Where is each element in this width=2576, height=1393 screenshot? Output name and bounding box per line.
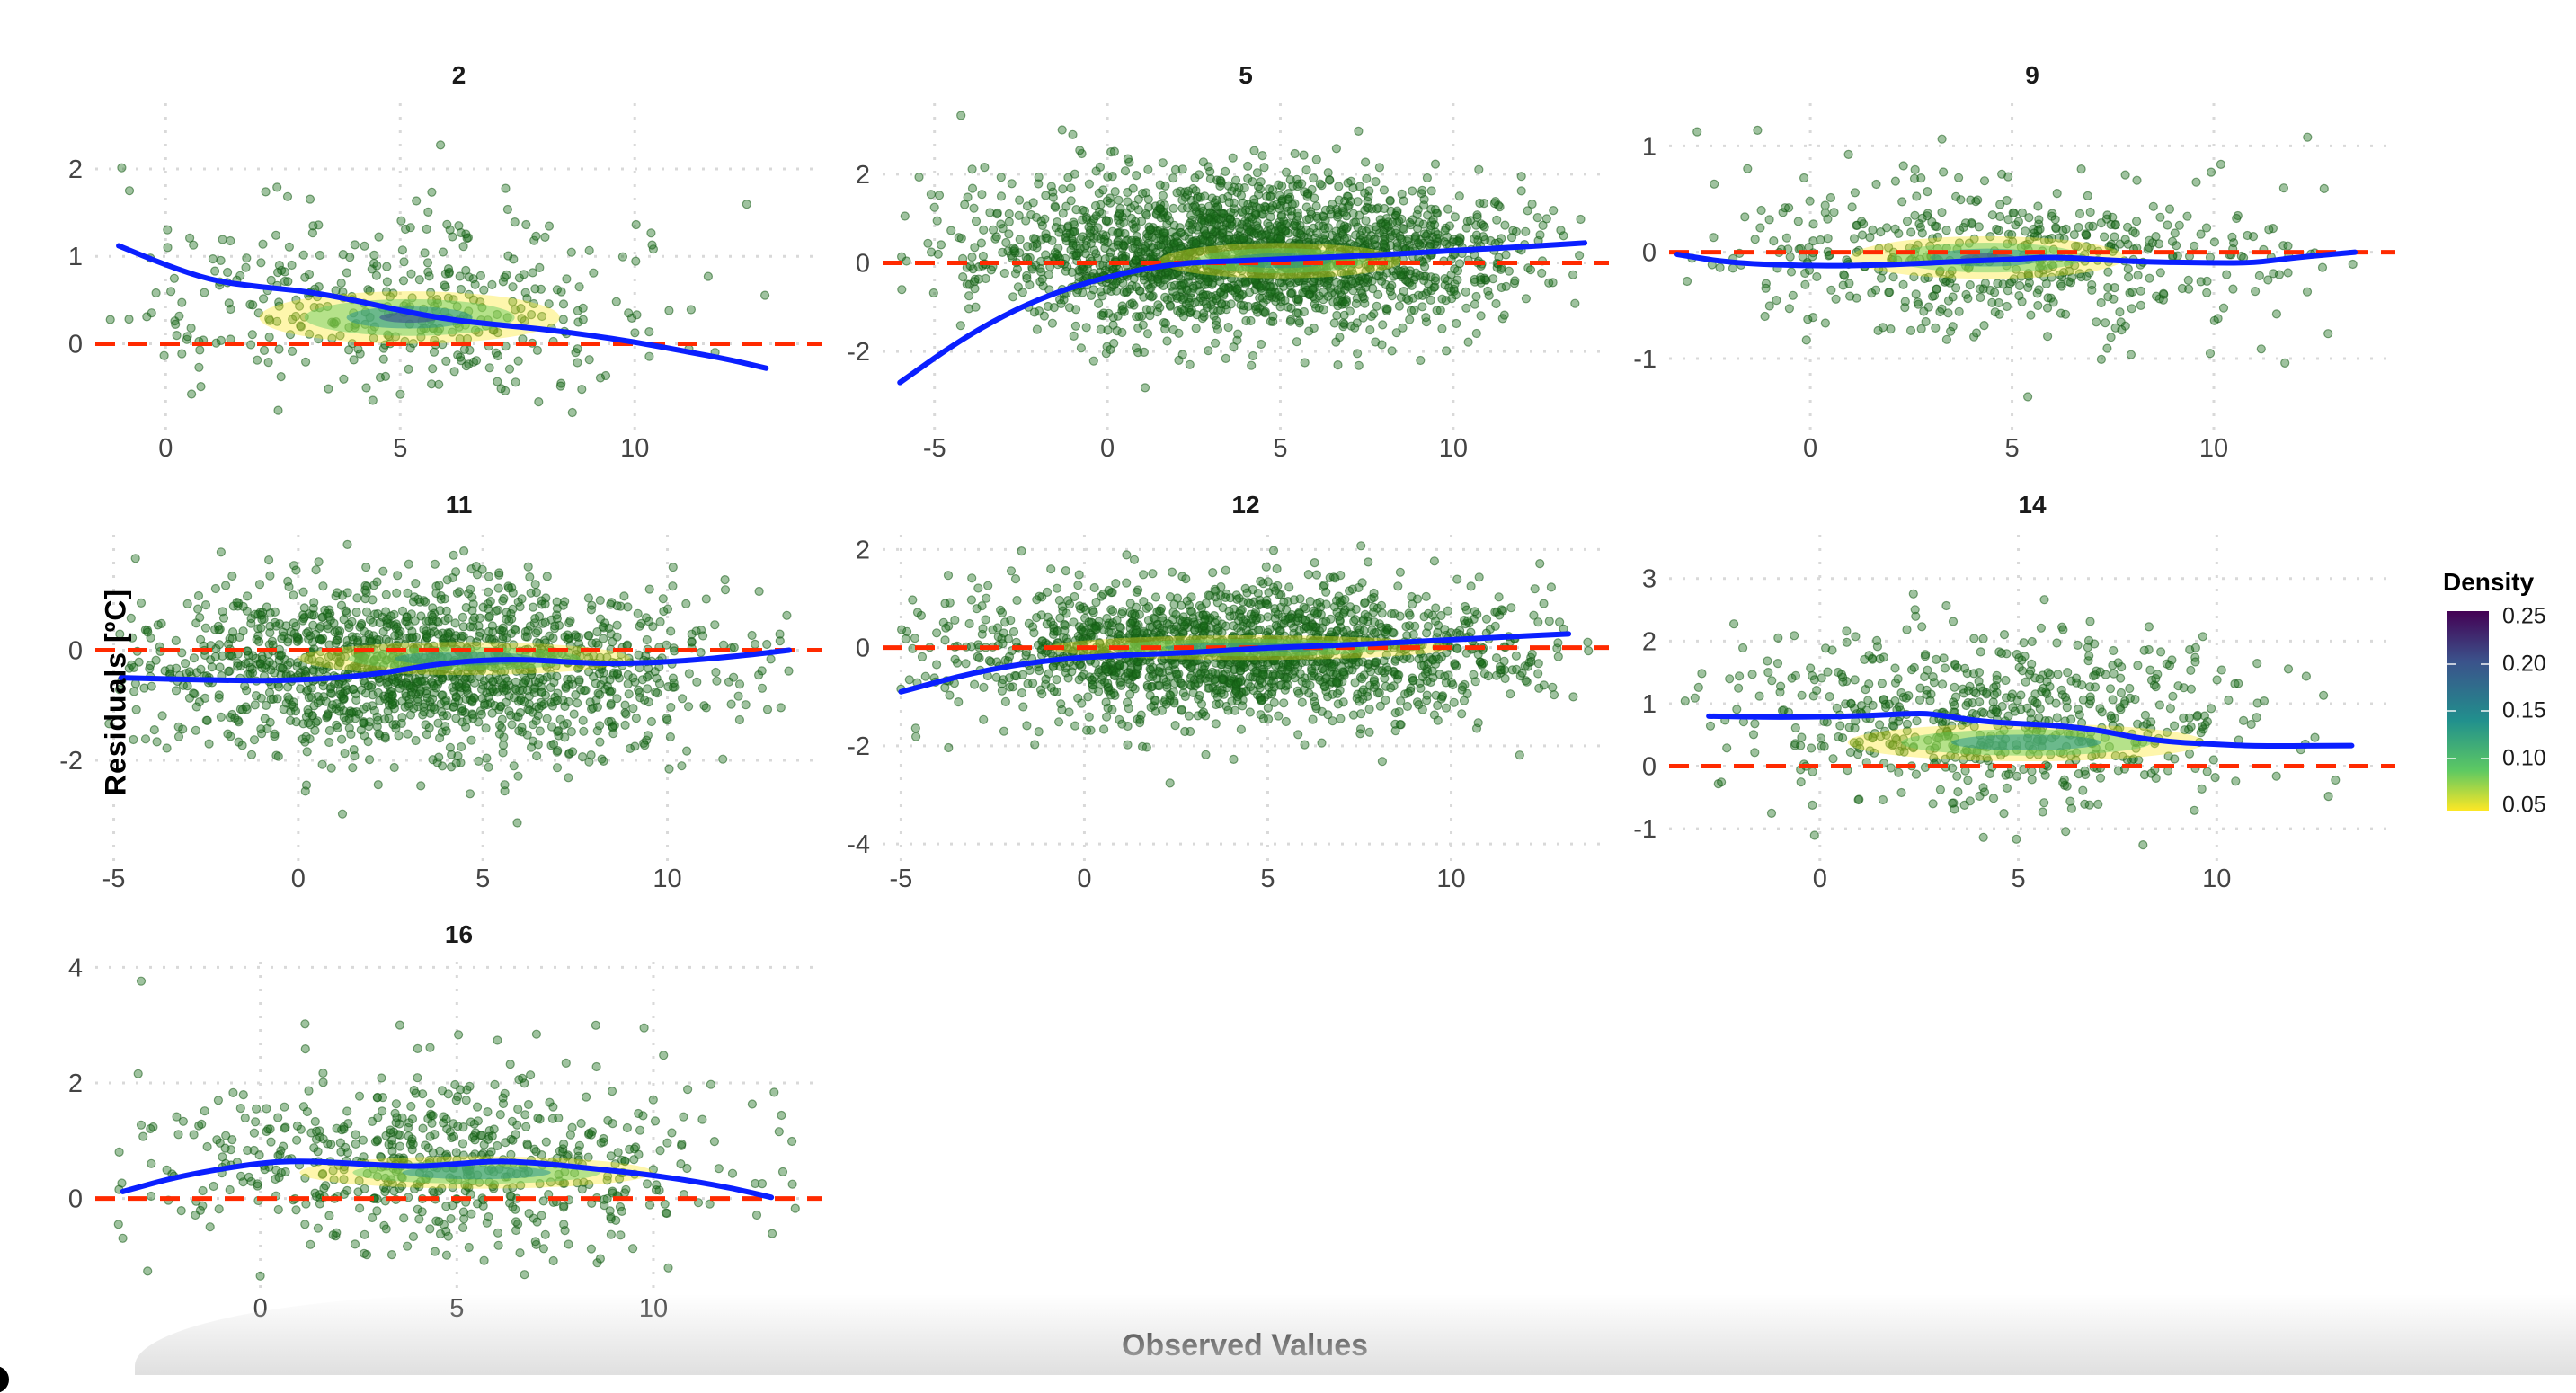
svg-text:-2: -2	[847, 732, 870, 761]
window-shadow	[135, 1294, 2576, 1375]
svg-text:10: 10	[653, 865, 681, 893]
scatter-points	[897, 542, 1593, 787]
svg-text:-4: -4	[847, 830, 870, 859]
facet-panel-16: 0240510	[68, 954, 822, 1323]
facet-panel-11: -2 0 -5 0 5 10	[59, 535, 822, 893]
svg-text:0: 0	[158, 434, 173, 463]
svg-text:0: 0	[856, 634, 870, 663]
panel-title: 12	[1231, 491, 1259, 519]
svg-text:0: 0	[856, 250, 870, 279]
svg-text:5: 5	[1273, 434, 1287, 463]
svg-text:5: 5	[393, 434, 407, 463]
svg-text:0: 0	[1077, 865, 1091, 893]
svg-text:-5: -5	[923, 434, 946, 463]
panel-title: 5	[1239, 61, 1253, 90]
svg-text:0: 0	[1642, 239, 1657, 268]
svg-text:0: 0	[68, 637, 83, 666]
svg-text:10: 10	[1436, 865, 1465, 893]
svg-text:5: 5	[2004, 434, 2019, 463]
legend-tick-label: 0.15	[2502, 698, 2546, 724]
svg-text:2: 2	[68, 155, 83, 184]
svg-text:0: 0	[68, 330, 83, 359]
svg-text:-2: -2	[59, 747, 83, 776]
svg-text:0: 0	[1100, 434, 1115, 463]
svg-text:10: 10	[620, 434, 649, 463]
legend-tick-label: 0.05	[2502, 793, 2546, 819]
svg-text:1: 1	[1642, 132, 1657, 161]
panel-title: 16	[445, 920, 473, 949]
legend-tick-label: 0.10	[2502, 745, 2546, 771]
scatter-points	[114, 977, 799, 1280]
svg-text:-2: -2	[847, 338, 870, 367]
svg-text:2: 2	[856, 536, 870, 564]
panel-title: 2	[452, 61, 466, 90]
facet-panel-12: -4 -2 0 2 -5 0 5 10	[847, 535, 1609, 893]
svg-text:5: 5	[475, 865, 490, 893]
facet-panel-5: -2 0 2 -5 0 5 10	[847, 103, 1609, 463]
svg-text:0: 0	[291, 865, 306, 893]
facet-panel-2: 0 1 2 0 5 10	[68, 103, 822, 463]
panel-title: 9	[2025, 61, 2039, 90]
panel-title: 14	[2018, 491, 2046, 519]
svg-text:10: 10	[1439, 434, 1468, 463]
svg-text:-1: -1	[1633, 345, 1657, 374]
svg-text:2: 2	[856, 161, 870, 190]
panel-title: 11	[446, 491, 473, 519]
y-axis-label: Residuals [ºC]	[100, 589, 133, 795]
density-contour	[1951, 734, 2101, 750]
svg-text:0: 0	[1803, 434, 1817, 463]
svg-text:-5: -5	[890, 865, 913, 893]
scatter-points	[105, 540, 793, 827]
legend-title: Density	[2443, 568, 2569, 597]
legend-tick-label: 0.25	[2502, 604, 2546, 630]
svg-text:10: 10	[2199, 434, 2228, 463]
legend-tick-label: 0.20	[2502, 651, 2546, 677]
svg-text:-5: -5	[102, 865, 126, 893]
svg-text:5: 5	[1260, 865, 1275, 893]
svg-text:1: 1	[68, 243, 83, 271]
